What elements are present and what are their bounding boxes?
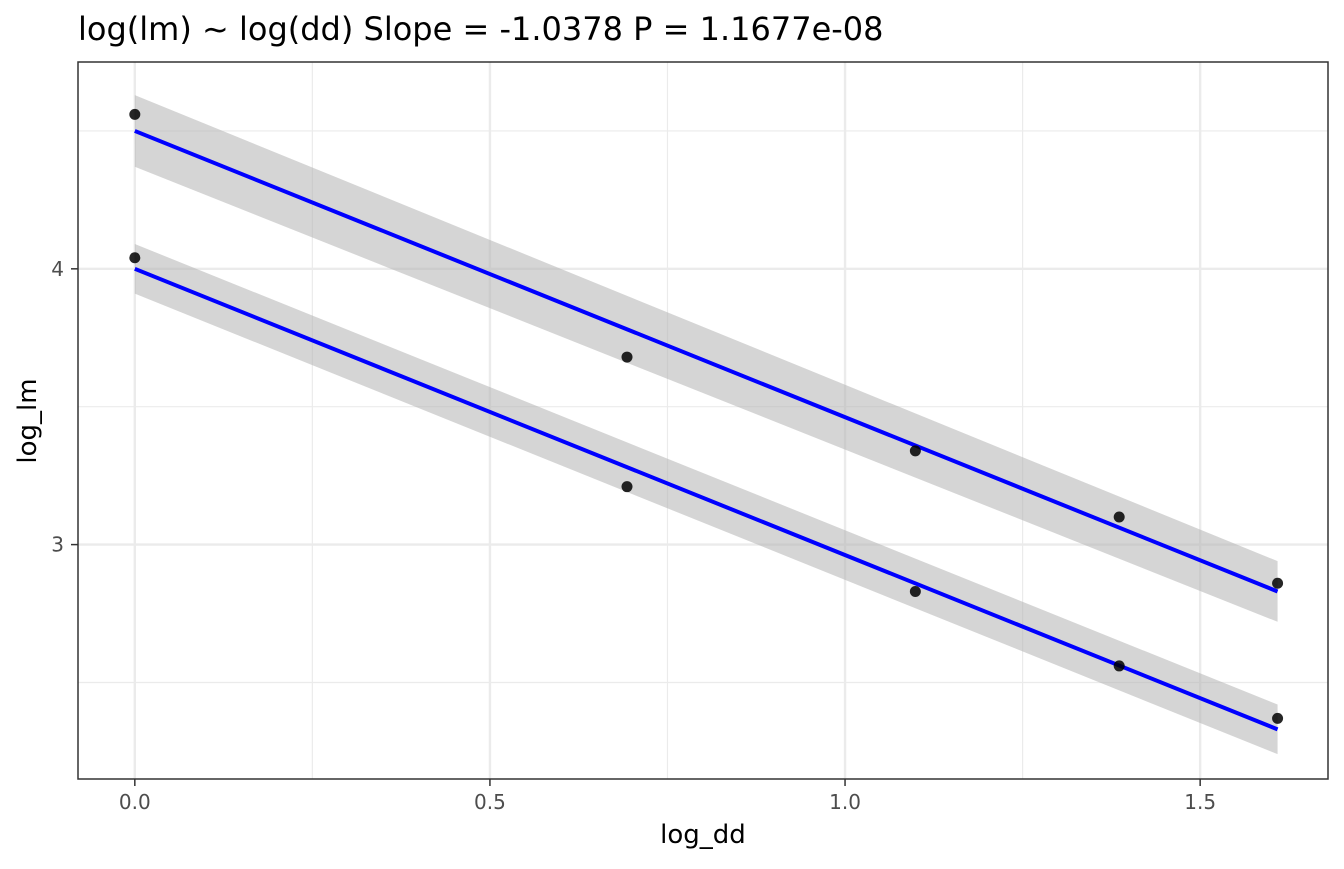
data-point-s1-2 <box>621 351 633 363</box>
data-point-s2-1 <box>129 252 141 264</box>
panel-border <box>77 61 1329 780</box>
y-axis-title: log_lm <box>13 378 43 463</box>
data-point-s1-1 <box>129 108 141 120</box>
x-tick-label-1: 0.5 <box>474 790 506 814</box>
fit-line-2 <box>134 266 1279 732</box>
fit-line-1 <box>134 129 1279 594</box>
data-point-s2-4 <box>1113 660 1125 672</box>
data-point-s1-3 <box>909 445 921 457</box>
data-point-s2-2 <box>621 481 633 493</box>
confidence-band-1 <box>134 95 1278 622</box>
data-point-s2-3 <box>909 585 921 597</box>
x-tick-label-0: 0.0 <box>119 790 151 814</box>
y-tick-label-1: 4 <box>51 257 64 281</box>
plot-panel: 0.0 0.5 1.0 1.5 3 4 <box>51 61 1329 814</box>
chart-title: log(lm) ~ log(dd) Slope = -1.0378 P = 1.… <box>78 10 884 48</box>
data-point-s2-5 <box>1272 712 1284 724</box>
data-point-s1-5 <box>1272 577 1284 589</box>
x-tick-label-3: 1.5 <box>1184 790 1216 814</box>
x-axis-title: log_dd <box>660 820 746 850</box>
y-tick-label-0: 3 <box>51 533 64 557</box>
x-tick-label-2: 1.0 <box>829 790 861 814</box>
data-point-s1-4 <box>1113 511 1125 523</box>
